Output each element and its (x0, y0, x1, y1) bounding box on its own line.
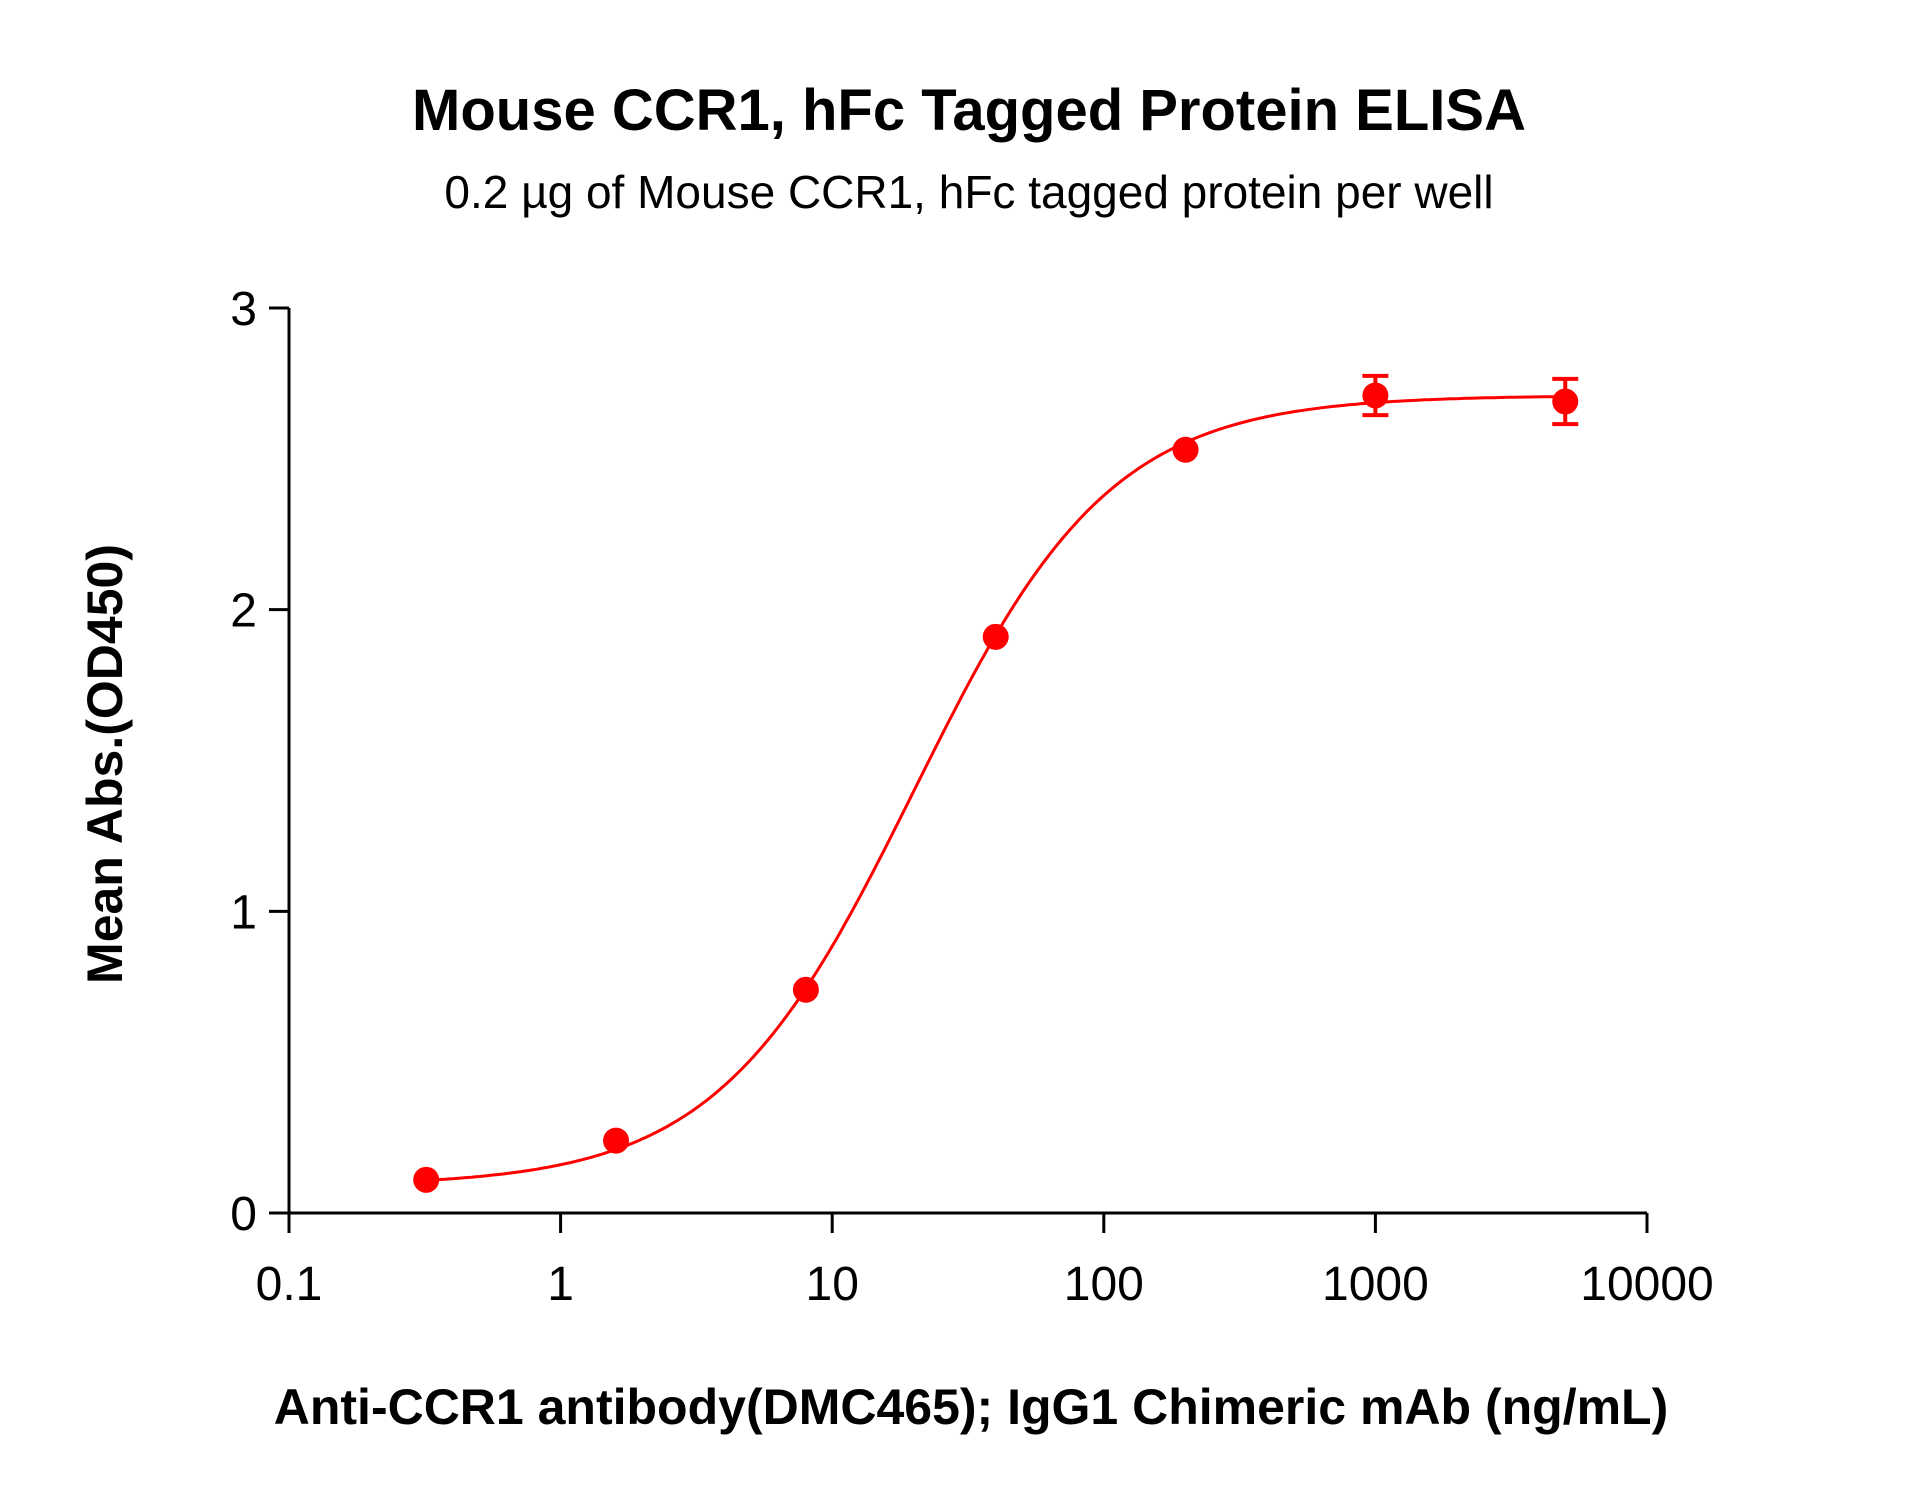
x-tick-label: 10000 (1580, 1258, 1713, 1311)
x-tick-label: 1 (547, 1258, 574, 1311)
data-point (1172, 436, 1199, 463)
data-point (792, 976, 819, 1003)
x-tick-label: 0.1 (256, 1258, 323, 1311)
fit-curve (426, 395, 1566, 1182)
x-tick-label: 10 (806, 1258, 859, 1311)
y-tick-label: 0 (230, 1188, 257, 1241)
data-point (1362, 382, 1389, 409)
data-points (413, 373, 1579, 1193)
fit-curve-group (426, 395, 1566, 1182)
y-tick-label: 1 (230, 886, 257, 939)
y-tick-label: 2 (230, 585, 257, 638)
chart-subtitle: 0.2 µg of Mouse CCR1, hFc tagged protein… (444, 166, 1493, 218)
y-axis-label: Mean Abs.(OD450) (77, 544, 133, 984)
data-point (1552, 388, 1579, 415)
x-tick-label: 1000 (1322, 1258, 1429, 1311)
data-point (413, 1166, 440, 1193)
chart-title: Mouse CCR1, hFc Tagged Protein ELISA (412, 78, 1526, 143)
data-point (603, 1127, 630, 1154)
axes: 0.1 1 10 100 1000 10000 0 1 2 3 (230, 283, 1713, 1311)
x-tick-label: 100 (1064, 1258, 1144, 1311)
x-axis-label: Anti-CCR1 antibody(DMC465); IgG1 Chimeri… (274, 1379, 1668, 1435)
data-point (982, 623, 1009, 650)
y-tick-label: 3 (230, 283, 257, 336)
